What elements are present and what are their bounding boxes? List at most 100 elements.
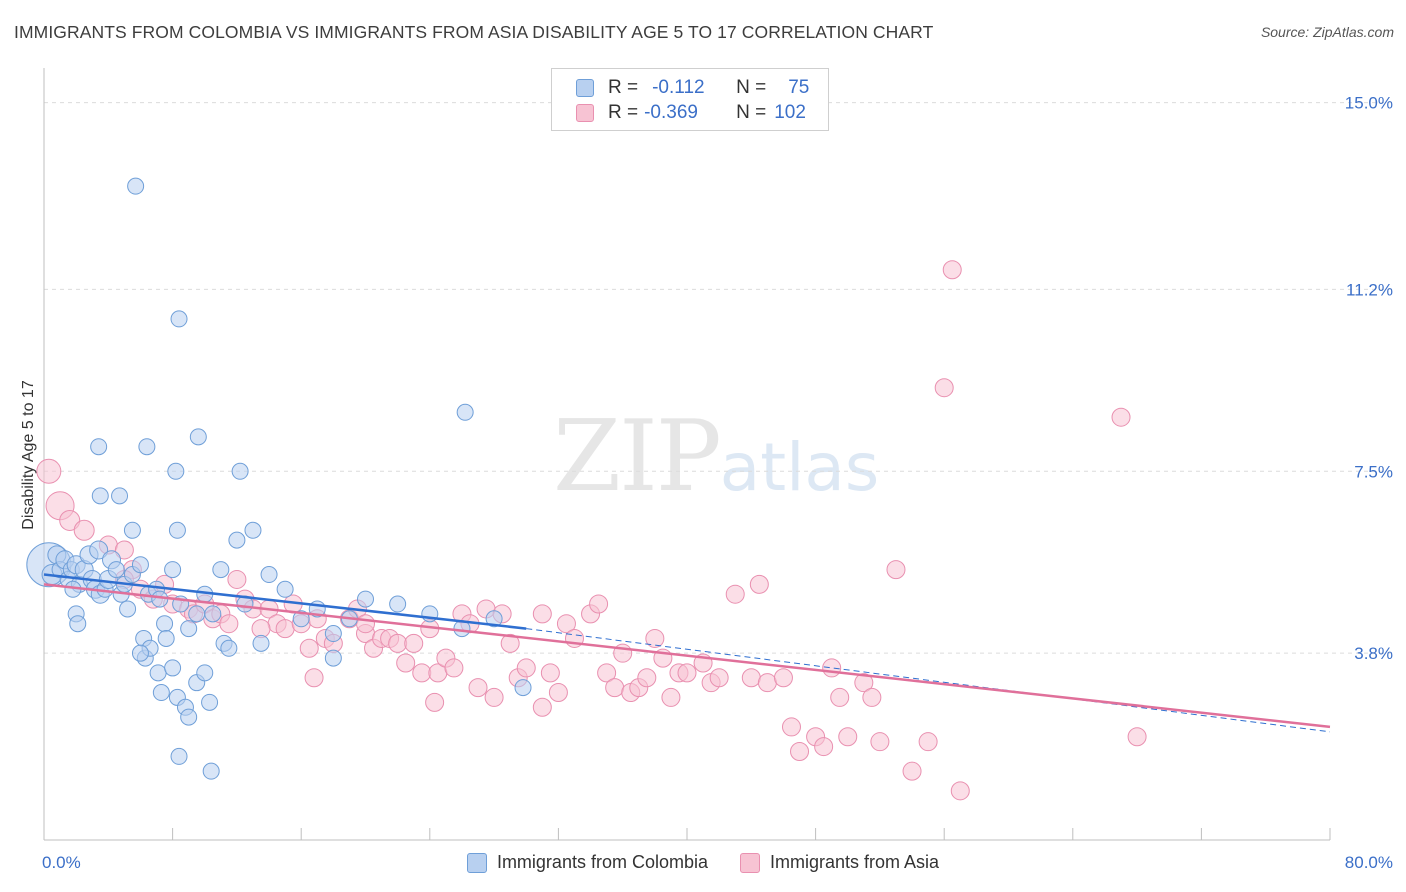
asia-point — [749, 574, 769, 594]
asia-point — [637, 668, 657, 688]
asia-point — [605, 678, 625, 698]
asia-point — [219, 614, 239, 634]
series-legend: Immigrants from Colombia Immigrants from… — [0, 852, 1406, 873]
asia-point — [516, 658, 536, 678]
asia-point — [757, 673, 777, 693]
asia-point — [918, 732, 938, 752]
asia-point — [540, 663, 560, 683]
asia-point — [412, 663, 432, 683]
asia-point — [886, 560, 906, 580]
asia-point — [709, 668, 729, 688]
colombia-point — [204, 605, 222, 623]
asia-point — [597, 663, 617, 683]
asia-point — [425, 692, 445, 712]
colombia-point — [212, 561, 230, 579]
asia-point — [814, 737, 834, 757]
colombia-point — [127, 177, 145, 195]
colombia-point — [485, 610, 503, 628]
colombia-point — [170, 310, 188, 328]
colombia-point — [244, 521, 262, 539]
colombia-point — [164, 561, 182, 579]
colombia-point — [119, 600, 137, 618]
colombia-point — [292, 610, 310, 628]
asia-swatch — [576, 104, 594, 122]
colombia-trend-extension — [526, 628, 1331, 733]
colombia-point — [220, 639, 238, 657]
asia-point — [227, 569, 247, 589]
colombia-point — [201, 693, 219, 711]
asia-point — [725, 584, 745, 604]
legend-label: Immigrants from Colombia — [496, 852, 708, 872]
asia-point — [677, 663, 697, 683]
asia-point — [830, 687, 850, 707]
y-tick-label: 3.8% — [1354, 644, 1393, 663]
asia-point — [822, 658, 842, 678]
legend-label: Immigrants from Asia — [770, 852, 940, 872]
colombia-point — [389, 595, 407, 613]
colombia-point — [357, 590, 374, 608]
colombia-point — [167, 462, 185, 480]
asia-point — [114, 540, 134, 560]
asia-point — [870, 732, 890, 752]
asia-point — [1127, 727, 1147, 747]
colombia-point — [324, 625, 342, 643]
asia-point — [532, 604, 552, 624]
colombia-point — [188, 605, 206, 623]
colombia-point — [138, 438, 156, 456]
colombia-point — [456, 403, 474, 421]
r-label: R = — [608, 77, 639, 98]
r-label: R = — [608, 102, 639, 123]
asia-point — [444, 658, 464, 678]
colombia-point — [514, 679, 532, 697]
asia-point — [838, 727, 858, 747]
asia-point — [396, 653, 416, 673]
colombia-point — [252, 634, 270, 652]
chart-title: IMMIGRANTS FROM COLOMBIA VS IMMIGRANTS F… — [14, 22, 934, 42]
colombia-point — [91, 487, 109, 505]
colombia-point — [260, 566, 278, 584]
colombia-point — [157, 629, 175, 647]
legend-item-colombia[interactable]: Immigrants from Colombia — [466, 852, 708, 873]
y-tick-label: 15.0% — [1345, 94, 1393, 113]
colombia-point — [111, 487, 129, 505]
legend-item-asia[interactable]: Immigrants from Asia — [740, 852, 939, 873]
n-label: N = — [736, 77, 767, 98]
colombia-trend-line — [43, 573, 527, 630]
asia-point — [661, 687, 681, 707]
colombia-point — [180, 620, 198, 638]
colombia-point — [276, 580, 294, 598]
asia-point — [59, 509, 81, 531]
colombia-point — [196, 664, 214, 682]
colombia-point — [89, 540, 109, 560]
asia-point — [532, 697, 552, 717]
colombia-point — [131, 644, 149, 662]
colombia-point — [164, 659, 182, 677]
colombia-swatch — [576, 79, 594, 97]
source-label: Source: ZipAtlas.com — [1260, 24, 1394, 40]
stats-row-asia: R = -0.369 N = 102 — [576, 101, 806, 125]
asia-point — [589, 594, 609, 614]
colombia-point — [189, 428, 207, 446]
asia-swatch — [740, 852, 760, 873]
asia-point — [942, 260, 962, 280]
asia-point — [500, 633, 520, 653]
colombia-point — [168, 521, 186, 539]
colombia-point — [107, 561, 125, 579]
colombia-point — [156, 615, 174, 633]
asia-point — [645, 628, 665, 648]
colombia-point — [202, 762, 220, 780]
colombia-point — [324, 649, 342, 667]
asia-point — [356, 614, 375, 634]
asia-point — [36, 458, 62, 484]
asia-point — [862, 687, 882, 707]
colombia-point — [131, 556, 149, 574]
x-tick-label-max: 80.0% — [1345, 853, 1393, 872]
asia-point — [468, 678, 488, 698]
watermark: ZIPatlas — [553, 400, 879, 514]
asia-point — [304, 668, 324, 688]
stats-row-colombia: R = -0.112 N = 75 — [576, 76, 809, 100]
stats-legend: R = -0.112 N = 75 R = -0.369 N = 102 — [551, 68, 829, 131]
watermark-zip: ZIP — [553, 400, 722, 514]
colombia-point — [170, 747, 188, 765]
